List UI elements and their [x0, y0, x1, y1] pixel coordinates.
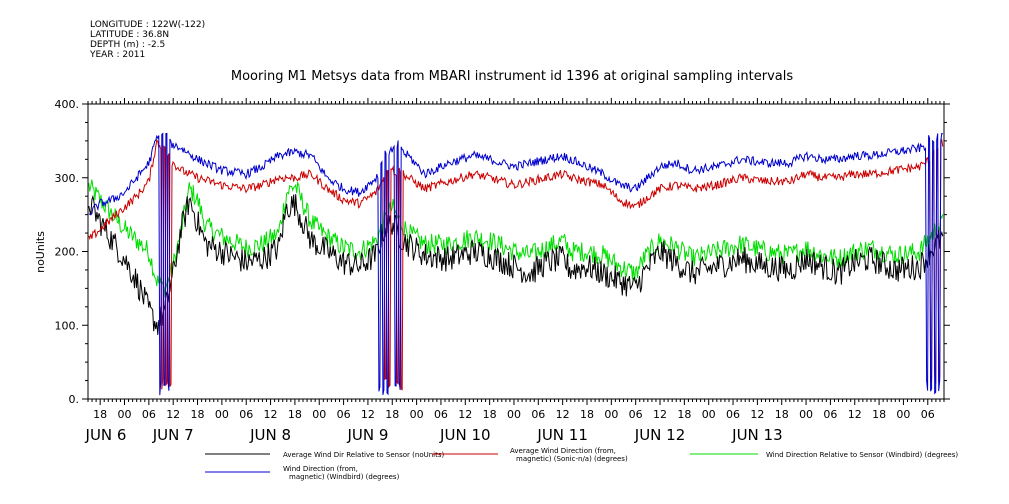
x-hour-label: 18 — [483, 408, 497, 421]
meta-year: YEAR : 2011 — [90, 50, 146, 60]
x-hour-label: 06 — [921, 408, 935, 421]
x-hour-label: 12 — [750, 408, 764, 421]
x-hour-label: 06 — [142, 408, 156, 421]
x-hour-label: 18 — [872, 408, 886, 421]
legend-label: Average Wind Direction (from, — [510, 447, 616, 455]
x-hour-label: 06 — [726, 408, 740, 421]
x-hour-label: 06 — [823, 408, 837, 421]
x-hour-label: 12 — [653, 408, 667, 421]
chart-title: Mooring M1 Metsys data from MBARI instru… — [231, 69, 793, 84]
x-day-label: JUN 6 — [85, 426, 127, 444]
y-tick-label: 100. — [55, 319, 80, 332]
x-hour-label: 18 — [93, 408, 107, 421]
x-hour-label: 12 — [848, 408, 862, 421]
x-hour-label: 18 — [191, 408, 205, 421]
x-hour-label: 06 — [434, 408, 448, 421]
series-line-2 — [88, 179, 944, 298]
x-hour-label: 00 — [702, 408, 716, 421]
x-day-label: JUN 12 — [634, 426, 685, 444]
x-hour-label: 12 — [556, 408, 570, 421]
x-hour-label: 12 — [361, 408, 375, 421]
series-line-0 — [88, 194, 944, 335]
legend-label: magnetic) (Sonic-n/a) (degrees) — [516, 455, 628, 463]
legend: Average Wind Dir Relative to Sensor (noU… — [205, 447, 958, 481]
x-hour-label: 12 — [166, 408, 180, 421]
y-tick-label: 0. — [69, 393, 80, 406]
x-hour-label: 00 — [604, 408, 618, 421]
legend-label: magnetic) (Windbird) (degrees) — [289, 473, 400, 481]
x-hour-label: 12 — [264, 408, 278, 421]
x-hour-label: 18 — [580, 408, 594, 421]
x-hour-label: 00 — [118, 408, 132, 421]
x-day-label: JUN 7 — [152, 426, 194, 444]
y-tick-label: 400. — [55, 98, 80, 111]
meta-longitude: LONGITUDE : 122W(-122) — [90, 20, 206, 30]
x-day-label: JUN 10 — [439, 426, 490, 444]
x-hour-label: 06 — [629, 408, 643, 421]
x-hour-label: 18 — [775, 408, 789, 421]
x-hour-label: 00 — [410, 408, 424, 421]
x-day-label: JUN 8 — [249, 426, 291, 444]
x-hour-label: 06 — [239, 408, 253, 421]
x-hour-label: 06 — [337, 408, 351, 421]
y-axis-label: noUnits — [34, 231, 47, 273]
x-hour-label: 00 — [507, 408, 521, 421]
x-hour-label: 00 — [312, 408, 326, 421]
legend-label: Average Wind Dir Relative to Sensor (noU… — [283, 451, 444, 459]
x-hour-label: 00 — [215, 408, 229, 421]
x-hour-label: 18 — [288, 408, 302, 421]
x-hour-label: 00 — [896, 408, 910, 421]
meta-latitude: LATITUDE : 36.8N — [90, 30, 170, 40]
x-hour-label: 00 — [799, 408, 813, 421]
axes: 0. 100. 200. 300. 400. 18 00 06 12 18 00 06 12 18 00 06… — [55, 98, 950, 444]
legend-label: Wind Direction (from, — [283, 465, 358, 473]
y-tick-label: 300. — [55, 172, 80, 185]
x-hour-label: 12 — [458, 408, 472, 421]
meta-depth: DEPTH (m) : -2.5 — [90, 40, 166, 50]
y-tick-label: 200. — [55, 246, 80, 259]
x-day-label: JUN 11 — [536, 426, 587, 444]
x-hour-label: 18 — [677, 408, 691, 421]
x-day-label: JUN 13 — [731, 426, 782, 444]
series-line-3 — [88, 132, 943, 396]
x-hour-label: 06 — [531, 408, 545, 421]
x-hour-label: 18 — [385, 408, 399, 421]
x-day-label: JUN 9 — [346, 426, 388, 444]
legend-label: Wind Direction Relative to Sensor (Windb… — [766, 451, 958, 459]
plot-area — [88, 132, 944, 396]
series-line-1 — [88, 138, 944, 391]
metadata-block: LONGITUDE : 122W(-122) LATITUDE : 36.8N … — [90, 20, 205, 60]
